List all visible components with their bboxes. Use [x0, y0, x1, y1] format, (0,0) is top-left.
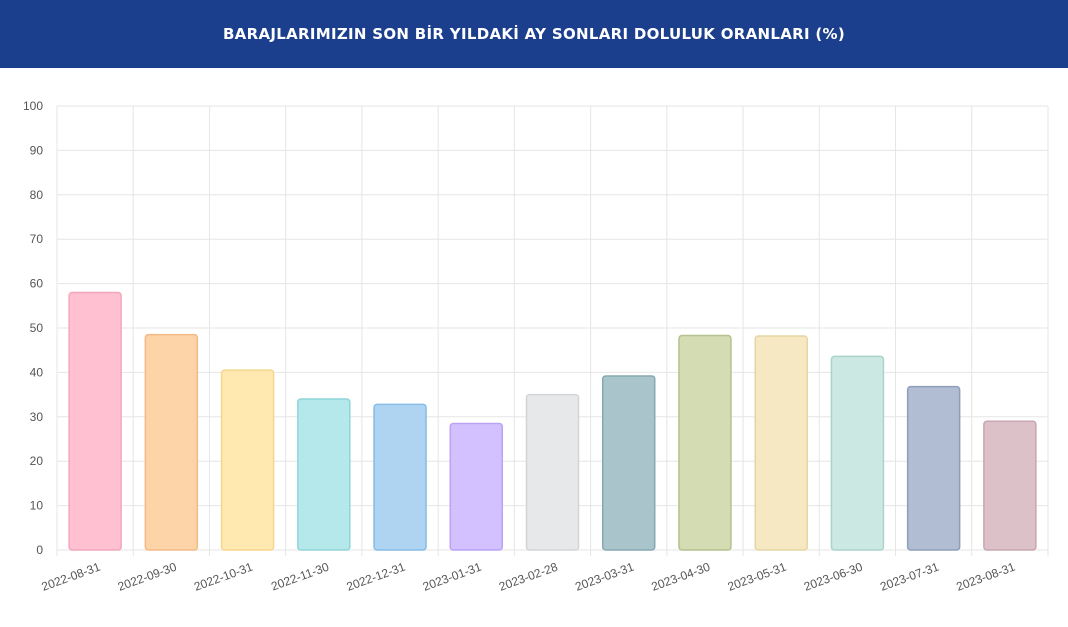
x-tick-label: 2023-04-30 — [650, 560, 713, 594]
y-tick-label: 70 — [30, 232, 44, 246]
bar-2022-12-31 — [373, 403, 427, 551]
bar-chart: 0 10 20 30 40 50 60 70 80 90 100 2022-08-31 2022-09-… — [23, 99, 1049, 594]
x-tick-label: 2022-10-31 — [192, 560, 255, 594]
x-tick-label: 2022-09-30 — [116, 560, 179, 594]
x-tick-label: 2022-11-30 — [269, 560, 331, 594]
bar-2023-02-28 — [525, 393, 580, 551]
bar-2022-09-30 — [144, 333, 199, 551]
y-tick-label: 0 — [36, 543, 43, 557]
x-tick-label: 2023-05-31 — [726, 560, 789, 594]
bar-2022-08-31 — [68, 291, 122, 551]
chart-title: BARAJLARIMIZIN SON BİR YILDAKİ AY SONLAR… — [222, 25, 846, 43]
y-tick-label: 20 — [30, 454, 44, 468]
y-tick-label: 30 — [30, 410, 44, 424]
bar-2023-03-31 — [601, 375, 656, 551]
bar-2022-11-30 — [297, 398, 351, 551]
x-tick-label: 2022-08-31 — [40, 560, 103, 594]
y-tick-label: 90 — [30, 143, 44, 157]
bar-2023-06-30 — [830, 355, 885, 551]
bar-2023-04-30 — [678, 334, 732, 551]
y-tick-label: 80 — [30, 188, 44, 202]
bar-2022-10-31 — [220, 369, 275, 551]
y-tick-label: 40 — [30, 365, 44, 379]
x-tick-label: 2023-01-31 — [421, 560, 484, 594]
bar-2023-07-31 — [906, 385, 961, 551]
x-tick-label: 2022-12-31 — [345, 560, 408, 594]
x-tick-label: 2023-06-30 — [802, 560, 865, 594]
x-tick-label: 2023-02-28 — [497, 560, 560, 594]
y-tick-label: 100 — [23, 99, 43, 113]
y-tick-label: 60 — [30, 277, 44, 291]
y-tick-label: 10 — [30, 499, 44, 513]
x-tick-label: 2023-03-31 — [573, 560, 636, 594]
bar-2023-08-31 — [983, 420, 1037, 551]
chart-header: BARAJLARIMIZIN SON BİR YILDAKİ AY SONLAR… — [0, 0, 1068, 68]
x-tick-label: 2023-08-31 — [954, 560, 1017, 594]
bar-2023-01-31 — [449, 422, 504, 551]
y-tick-label: 50 — [30, 321, 44, 335]
x-tick-label: 2023-07-31 — [878, 560, 941, 594]
bar-2023-05-31 — [754, 335, 808, 551]
